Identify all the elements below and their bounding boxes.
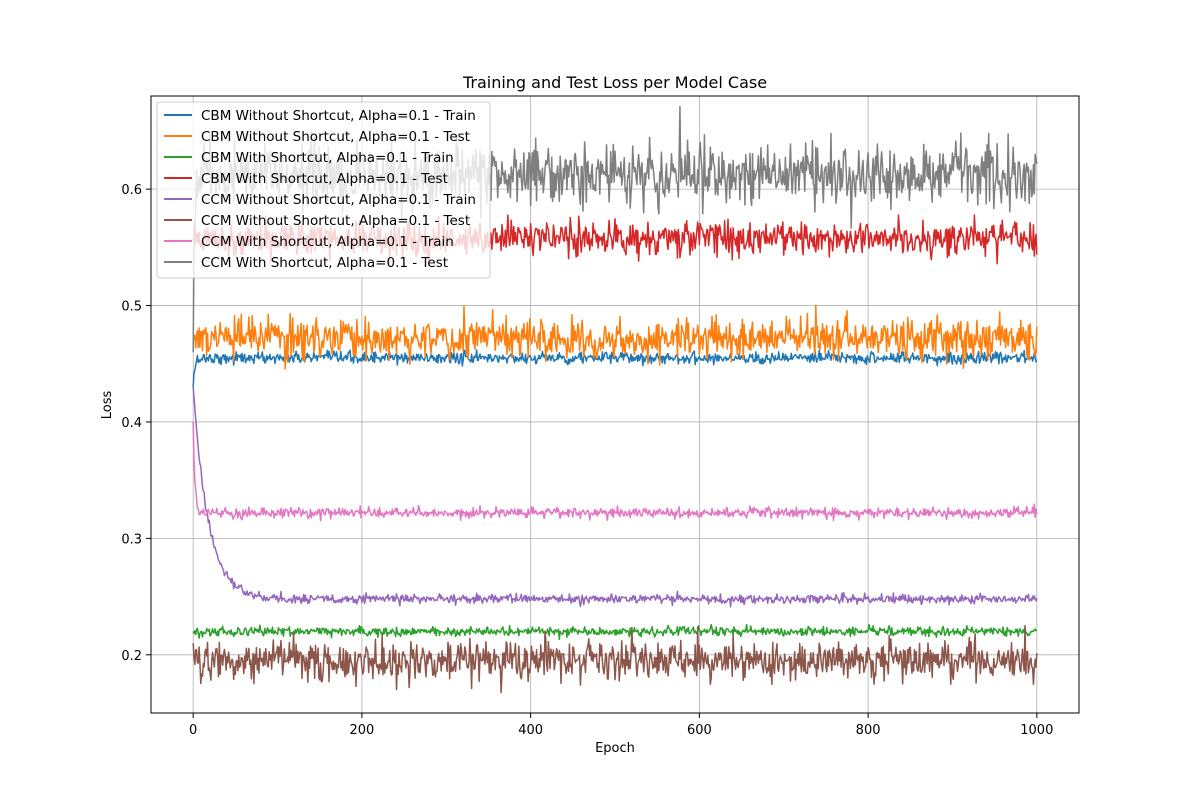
series-line [192,304,1038,370]
legend-box [156,101,491,279]
series-line [192,386,1038,608]
y-tick-label: 0.6 [121,183,142,198]
y-tick-label: 0.5 [121,300,142,315]
plot-frame [150,95,1080,714]
y-ticks: 0.2 0.3 0.4 0.5 0.6 [121,183,151,664]
y-tick-label: 0.4 [121,416,142,431]
legend-label: CBM With Shortcut, Alpha=0.1 - Test [201,171,448,187]
legend-label: CCM With Shortcut, Alpha=0.1 - Test [201,255,448,271]
x-tick-label: 600 [687,723,712,738]
x-tick-label: 1000 [1020,723,1053,738]
x-axis-label: Epoch [595,741,635,756]
y-tick-label: 0.3 [121,532,142,547]
legend: CBM Without Shortcut, Alpha=0.1 - Train C… [156,101,491,279]
x-tick-label: 800 [856,723,881,738]
legend-label: CBM With Shortcut, Alpha=0.1 - Train [201,150,454,166]
legend-label: CCM Without Shortcut, Alpha=0.1 - Test [201,213,470,229]
x-ticks: 0 200 400 600 800 1000 [189,713,1053,738]
x-tick-label: 400 [518,723,543,738]
series-line [192,421,1038,522]
series-line [192,623,1038,641]
x-tick-label: 200 [349,723,374,738]
legend-label: CBM Without Shortcut, Alpha=0.1 - Test [201,129,470,145]
series-line [192,624,1038,694]
y-axis-label: Loss [100,391,115,420]
chart-title: Training and Test Loss per Model Case [462,73,767,92]
series-line [192,349,1037,388]
y-tick-label: 0.2 [121,649,142,664]
legend-label: CCM Without Shortcut, Alpha=0.1 - Train [201,192,476,208]
x-tick-label: 0 [189,723,197,738]
legend-label: CCM With Shortcut, Alpha=0.1 - Train [201,234,454,250]
legend-label: CBM Without Shortcut, Alpha=0.1 - Train [201,108,476,124]
